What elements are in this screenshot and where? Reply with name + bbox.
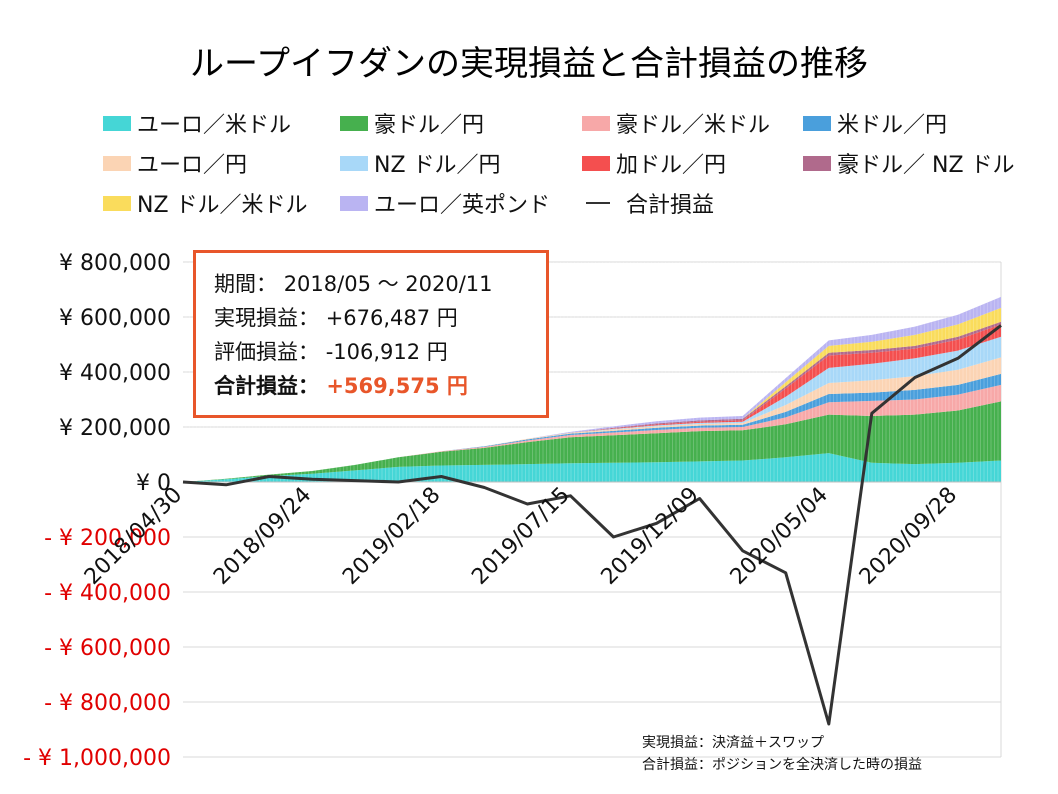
y-tick-label: ¥ 600,000 xyxy=(59,306,171,331)
legend-label: ユーロ／円 xyxy=(137,153,248,178)
footnote-realized: 実現損益：決済益＋スワップ xyxy=(642,735,824,751)
total-line xyxy=(182,324,1002,726)
legend-item: 加ドル／円 xyxy=(582,147,726,179)
y-tick-label: - ¥ 400,000 xyxy=(44,581,171,606)
legend-label: 豪ドル／米ドル xyxy=(616,113,771,138)
x-tick-label: 2020/09/28 xyxy=(855,483,962,590)
total-value: +569,575 円 xyxy=(326,374,468,398)
y-tick-label: - ¥ 600,000 xyxy=(44,636,171,661)
footnotes: 実現損益：決済益＋スワップ 合計損益：ポジションを全決済した時の損益 xyxy=(642,732,922,776)
legend-item: ユーロ／米ドル xyxy=(103,107,291,139)
legend: ユーロ／米ドル 豪ドル／円 豪ドル／米ドル 米ドル／円ユーロ／円 NZ ドル／円 加ドル／… xyxy=(0,0,1058,230)
legend-item: 豪ドル／円 xyxy=(340,107,484,139)
legend-swatch xyxy=(340,155,368,171)
legend-swatch xyxy=(582,155,610,171)
legend-swatch xyxy=(582,115,610,131)
legend-swatch xyxy=(340,195,368,211)
summary-box: 期間： 2018/05 ～ 2020/11 実現損益： +676,487 円 評… xyxy=(193,250,549,418)
unrealized-label: 評価損益： xyxy=(214,340,319,364)
realized-label: 実現損益： xyxy=(214,306,319,330)
y-tick-label: ¥ 400,000 xyxy=(59,361,171,386)
legend-label: ユーロ／米ドル xyxy=(137,113,292,138)
x-tick-label: 2019/07/15 xyxy=(467,483,574,590)
series-area xyxy=(183,453,1001,482)
period-label: 期間： xyxy=(214,272,277,296)
unrealized-row: 評価損益： -106,912 円 xyxy=(214,335,546,369)
y-tick-label: ¥ 200,000 xyxy=(59,416,171,441)
y-tick-label: - ¥ 200,000 xyxy=(44,526,171,551)
total-row: 合計損益： +569,575 円 xyxy=(214,369,546,403)
footnote-total: 合計損益：ポジションを全決済した時の損益 xyxy=(642,757,922,773)
legend-label: NZ ドル／米ドル xyxy=(137,193,308,218)
legend-item: 豪ドル／米ドル xyxy=(582,107,770,139)
y-tick-label: ¥ 800,000 xyxy=(59,251,171,276)
legend-swatch xyxy=(103,115,131,131)
legend-item: ユーロ／英ポンド xyxy=(340,187,550,219)
unrealized-value: -106,912 円 xyxy=(325,340,448,364)
legend-item: ユーロ／円 xyxy=(103,147,247,179)
y-tick-label: - ¥ 1,000,000 xyxy=(23,746,171,771)
legend-item: 米ドル／円 xyxy=(803,107,947,139)
legend-label: 豪ドル／円 xyxy=(374,113,485,138)
period-value: 2018/05 ～ 2020/11 xyxy=(283,272,493,296)
y-tick-label: ¥ 0 xyxy=(136,471,171,496)
x-tick-label: 2019/02/18 xyxy=(338,483,445,590)
legend-label: 加ドル／円 xyxy=(616,153,727,178)
chart-title: ループイフダンの実現損益と合計損益の推移 xyxy=(190,44,868,84)
realized-row: 実現損益： +676,487 円 xyxy=(214,301,546,335)
legend-swatch xyxy=(103,195,131,211)
legend-swatch xyxy=(340,115,368,131)
realized-value: +676,487 円 xyxy=(325,306,458,330)
legend-label: NZ ドル／円 xyxy=(374,153,501,178)
legend-swatch xyxy=(103,155,131,171)
legend-swatch xyxy=(586,202,610,204)
x-tick-label: 2018/09/24 xyxy=(209,483,316,590)
legend-swatch xyxy=(803,155,831,171)
total-label: 合計損益： xyxy=(214,374,319,398)
series-area xyxy=(183,401,1001,482)
legend-item: 合計損益 xyxy=(582,187,714,219)
x-tick-label: 2020/05/04 xyxy=(726,483,833,590)
legend-label: ユーロ／英ポンド xyxy=(374,193,551,218)
legend-label: 米ドル／円 xyxy=(837,113,948,138)
legend-item: 豪ドル／ NZ ドル xyxy=(803,147,1015,179)
legend-label: 豪ドル／ NZ ドル xyxy=(837,153,1015,178)
legend-label: 合計損益 xyxy=(626,193,715,218)
period-row: 期間： 2018/05 ～ 2020/11 xyxy=(214,267,546,301)
legend-item: NZ ドル／円 xyxy=(340,147,501,179)
y-tick-label: - ¥ 800,000 xyxy=(44,691,171,716)
legend-item: NZ ドル／米ドル xyxy=(103,187,308,219)
legend-swatch xyxy=(803,115,831,131)
